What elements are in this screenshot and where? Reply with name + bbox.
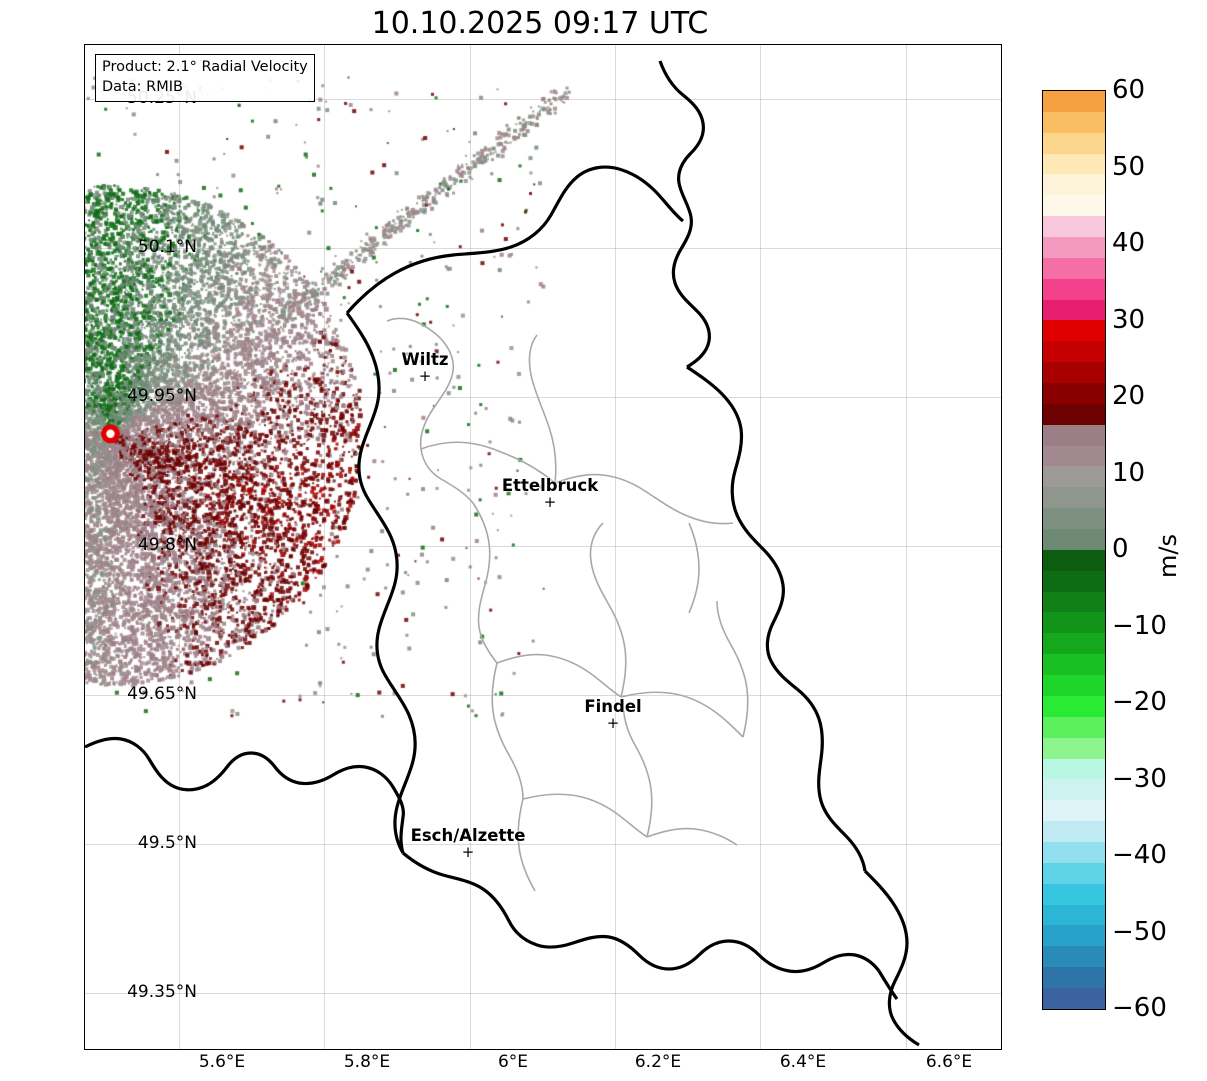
colorbar-tick-label: −10 <box>1112 610 1167 641</box>
city-label-findel: Findel + <box>584 697 642 732</box>
colorbar-swatch <box>1043 257 1105 279</box>
colorbar-swatch <box>1043 216 1105 238</box>
colorbar-swatch <box>1043 299 1105 321</box>
x-tick-label: 5.8°E <box>343 1052 391 1072</box>
x-tick-label: 6.2°E <box>634 1052 682 1072</box>
colorbar-swatch <box>1043 424 1105 446</box>
colorbar-swatch <box>1043 612 1105 634</box>
colorbar-swatch <box>1043 174 1105 196</box>
colorbar-swatch <box>1043 111 1105 133</box>
city-name: Ettelbruck <box>501 476 599 495</box>
colorbar-swatch <box>1043 862 1105 884</box>
city-marker-icon: + <box>418 367 432 385</box>
colorbar-swatch <box>1043 946 1105 968</box>
colorbar-swatch <box>1043 904 1105 926</box>
colorbar-swatch <box>1043 341 1105 363</box>
colorbar-swatch <box>1043 195 1105 217</box>
colorbar-swatch <box>1043 633 1105 655</box>
colorbar-swatch <box>1043 591 1105 613</box>
colorbar-swatch <box>1043 716 1105 738</box>
radar-velocity-field <box>85 45 1001 1049</box>
colorbar-tick-label: −50 <box>1112 916 1167 947</box>
colorbar-tick-label: 30 <box>1112 304 1146 335</box>
product-line: Product: 2.1° Radial Velocity <box>102 59 308 75</box>
colorbar-swatch <box>1043 987 1105 1009</box>
colorbar-swatch <box>1043 320 1105 342</box>
colorbar-swatch <box>1043 570 1105 592</box>
city-marker-icon: + <box>543 493 557 511</box>
data-source-line: Data: RMIB <box>102 78 183 95</box>
colorbar-tick-label: 60 <box>1112 75 1146 105</box>
y-tick-label: 49.8°N <box>137 535 197 555</box>
page-title: 10.10.2025 09:17 UTC <box>371 6 709 41</box>
country-boundaries <box>85 60 920 1047</box>
colorbar-swatch <box>1043 153 1105 175</box>
colorbar-swatch <box>1043 278 1105 300</box>
colorbar-swatch <box>1043 549 1105 571</box>
colorbar-swatch <box>1043 403 1105 425</box>
colorbar-tick-label: 50 <box>1112 151 1146 182</box>
colorbar-tick-label: 20 <box>1112 381 1146 411</box>
city-name: Wiltz <box>401 350 449 369</box>
colorbar-swatch <box>1043 841 1105 863</box>
y-tick-label: 49.35°N <box>127 982 197 1002</box>
y-tick-label: 49.65°N <box>127 684 197 704</box>
colorbar-tick-label: −60 <box>1112 993 1167 1023</box>
colorbar-tick-label: 10 <box>1112 457 1146 488</box>
city-label-wiltz: Wiltz + <box>401 350 449 385</box>
colorbar-swatch <box>1043 967 1105 988</box>
colorbar-swatch <box>1043 132 1105 154</box>
colorbar-tick-label: 0 <box>1112 534 1129 564</box>
city-label-esch-alzette: Esch/Alzette + <box>410 826 526 861</box>
colorbar-swatch <box>1043 758 1105 780</box>
colorbar-tick-label: −30 <box>1112 763 1167 794</box>
x-tick-label: 6.6°E <box>925 1052 973 1072</box>
colorbar-tick-label: −40 <box>1112 840 1167 870</box>
colorbar-swatch <box>1043 779 1105 801</box>
colorbar-swatch <box>1043 800 1105 822</box>
colorbar <box>1042 90 1106 1010</box>
y-tick-label: 49.95°N <box>127 386 197 406</box>
x-tick-label: 6.4°E <box>779 1052 827 1072</box>
admin-boundaries <box>386 317 749 892</box>
colorbar-swatch <box>1043 383 1105 404</box>
colorbar-swatch <box>1043 487 1105 509</box>
colorbar-swatch <box>1043 362 1105 384</box>
product-info-box: Product: 2.1° Radial Velocity Data: RMIB <box>95 54 315 103</box>
y-tick-label: 50.1°N <box>137 237 197 257</box>
colorbar-unit-label: m/s <box>1154 534 1182 578</box>
colorbar-swatch <box>1043 466 1105 488</box>
colorbar-swatch <box>1043 737 1105 759</box>
city-label-ettelbruck: Ettelbruck + <box>501 476 599 511</box>
colorbar-swatch <box>1043 695 1105 717</box>
colorbar-swatch <box>1043 821 1105 842</box>
x-tick-label: 5.6°E <box>198 1052 246 1072</box>
colorbar-swatch <box>1043 445 1105 467</box>
colorbar-swatch <box>1043 883 1105 905</box>
colorbar-tick-label: −20 <box>1112 687 1167 717</box>
y-tick-label: 49.5°N <box>137 833 197 853</box>
colorbar-swatch <box>1043 654 1105 676</box>
city-name: Esch/Alzette <box>410 826 526 845</box>
colorbar-swatch <box>1043 925 1105 947</box>
colorbar-swatch <box>1043 675 1105 696</box>
colorbar-tick-label: 40 <box>1112 228 1146 258</box>
map-plot[interactable]: Wiltz + Ettelbruck + Findel + Esch/Alzet… <box>84 44 1002 1050</box>
city-marker-icon: + <box>461 843 475 861</box>
colorbar-swatch <box>1043 237 1105 258</box>
colorbar-swatch <box>1043 508 1105 530</box>
boundaries-layer <box>85 60 920 1047</box>
city-name: Findel <box>584 697 642 716</box>
colorbar-swatch <box>1043 91 1105 112</box>
city-marker-icon: + <box>606 714 620 732</box>
x-tick-label: 6°E <box>497 1052 529 1072</box>
colorbar-swatch <box>1043 529 1105 550</box>
